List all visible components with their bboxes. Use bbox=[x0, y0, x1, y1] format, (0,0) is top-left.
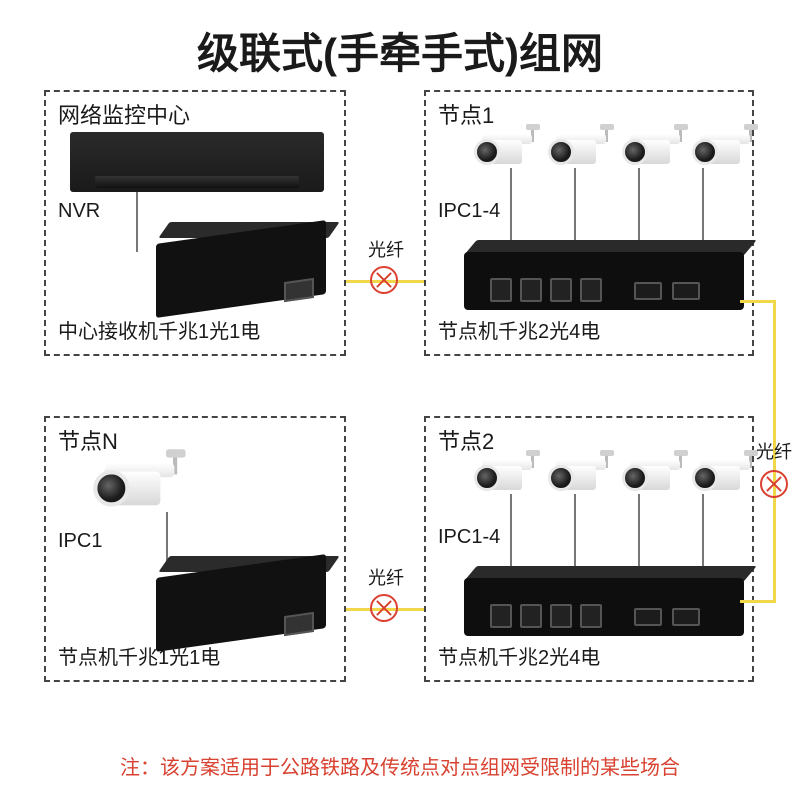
cam-cable bbox=[702, 168, 704, 250]
fiber-icon bbox=[370, 594, 398, 622]
nvr-device bbox=[70, 132, 324, 192]
fiber-label: 光纤 bbox=[368, 236, 404, 262]
node-title: 节点2 bbox=[438, 424, 494, 456]
node-title: 节点N bbox=[58, 424, 118, 456]
camera-icon bbox=[476, 136, 536, 168]
node-n: 节点N IPC1 节点机千兆1光1电 bbox=[44, 416, 346, 682]
node-monitoring-center: 网络监控中心 NVR 中心接收机千兆1光1电 bbox=[44, 90, 346, 356]
fiber-icon bbox=[370, 266, 398, 294]
fiber-switch bbox=[464, 252, 744, 310]
internal-cable bbox=[136, 192, 138, 252]
media-converter bbox=[156, 566, 326, 640]
node-title: 网络监控中心 bbox=[58, 98, 190, 130]
cam-cable bbox=[638, 168, 640, 250]
fiber-icon bbox=[760, 470, 788, 498]
camera-icon bbox=[96, 466, 180, 511]
cam-cable bbox=[574, 494, 576, 576]
node-2: 节点2 IPC1-4 节点机千兆2光4电 bbox=[424, 416, 754, 682]
ipc-label: IPC1 bbox=[58, 530, 102, 553]
camera-icon bbox=[624, 136, 684, 168]
fiber-link bbox=[740, 600, 776, 603]
fiber-switch bbox=[464, 578, 744, 636]
node-title: 节点1 bbox=[438, 98, 494, 130]
ipc-label: IPC1-4 bbox=[438, 200, 500, 223]
cam-cable bbox=[510, 494, 512, 576]
cam-cable bbox=[574, 168, 576, 250]
cam-cable bbox=[702, 494, 704, 576]
nvr-label: NVR bbox=[58, 200, 100, 223]
node-desc: 节点机千兆1光1电 bbox=[58, 641, 220, 670]
fiber-label: 光纤 bbox=[368, 564, 404, 590]
page-title: 级联式(手牵手式)组网 bbox=[0, 20, 800, 81]
fiber-label: 光纤 bbox=[756, 438, 792, 464]
footnote: 注：该方案适用于公路铁路及传统点对点组网受限制的某些场合 bbox=[0, 751, 800, 780]
camera-icon bbox=[694, 462, 754, 494]
camera-icon bbox=[476, 462, 536, 494]
node-desc: 节点机千兆2光4电 bbox=[438, 641, 600, 670]
camera-icon bbox=[550, 462, 610, 494]
node-desc: 中心接收机千兆1光1电 bbox=[58, 315, 260, 344]
node-1: 节点1 IPC1-4 节点机千兆2光4电 bbox=[424, 90, 754, 356]
fiber-link bbox=[740, 300, 776, 303]
camera-icon bbox=[624, 462, 684, 494]
camera-icon bbox=[694, 136, 754, 168]
node-desc: 节点机千兆2光4电 bbox=[438, 315, 600, 344]
cam-cable bbox=[510, 168, 512, 250]
ipc-label: IPC1-4 bbox=[438, 526, 500, 549]
cam-cable bbox=[638, 494, 640, 576]
camera-icon bbox=[550, 136, 610, 168]
media-converter bbox=[156, 232, 326, 306]
